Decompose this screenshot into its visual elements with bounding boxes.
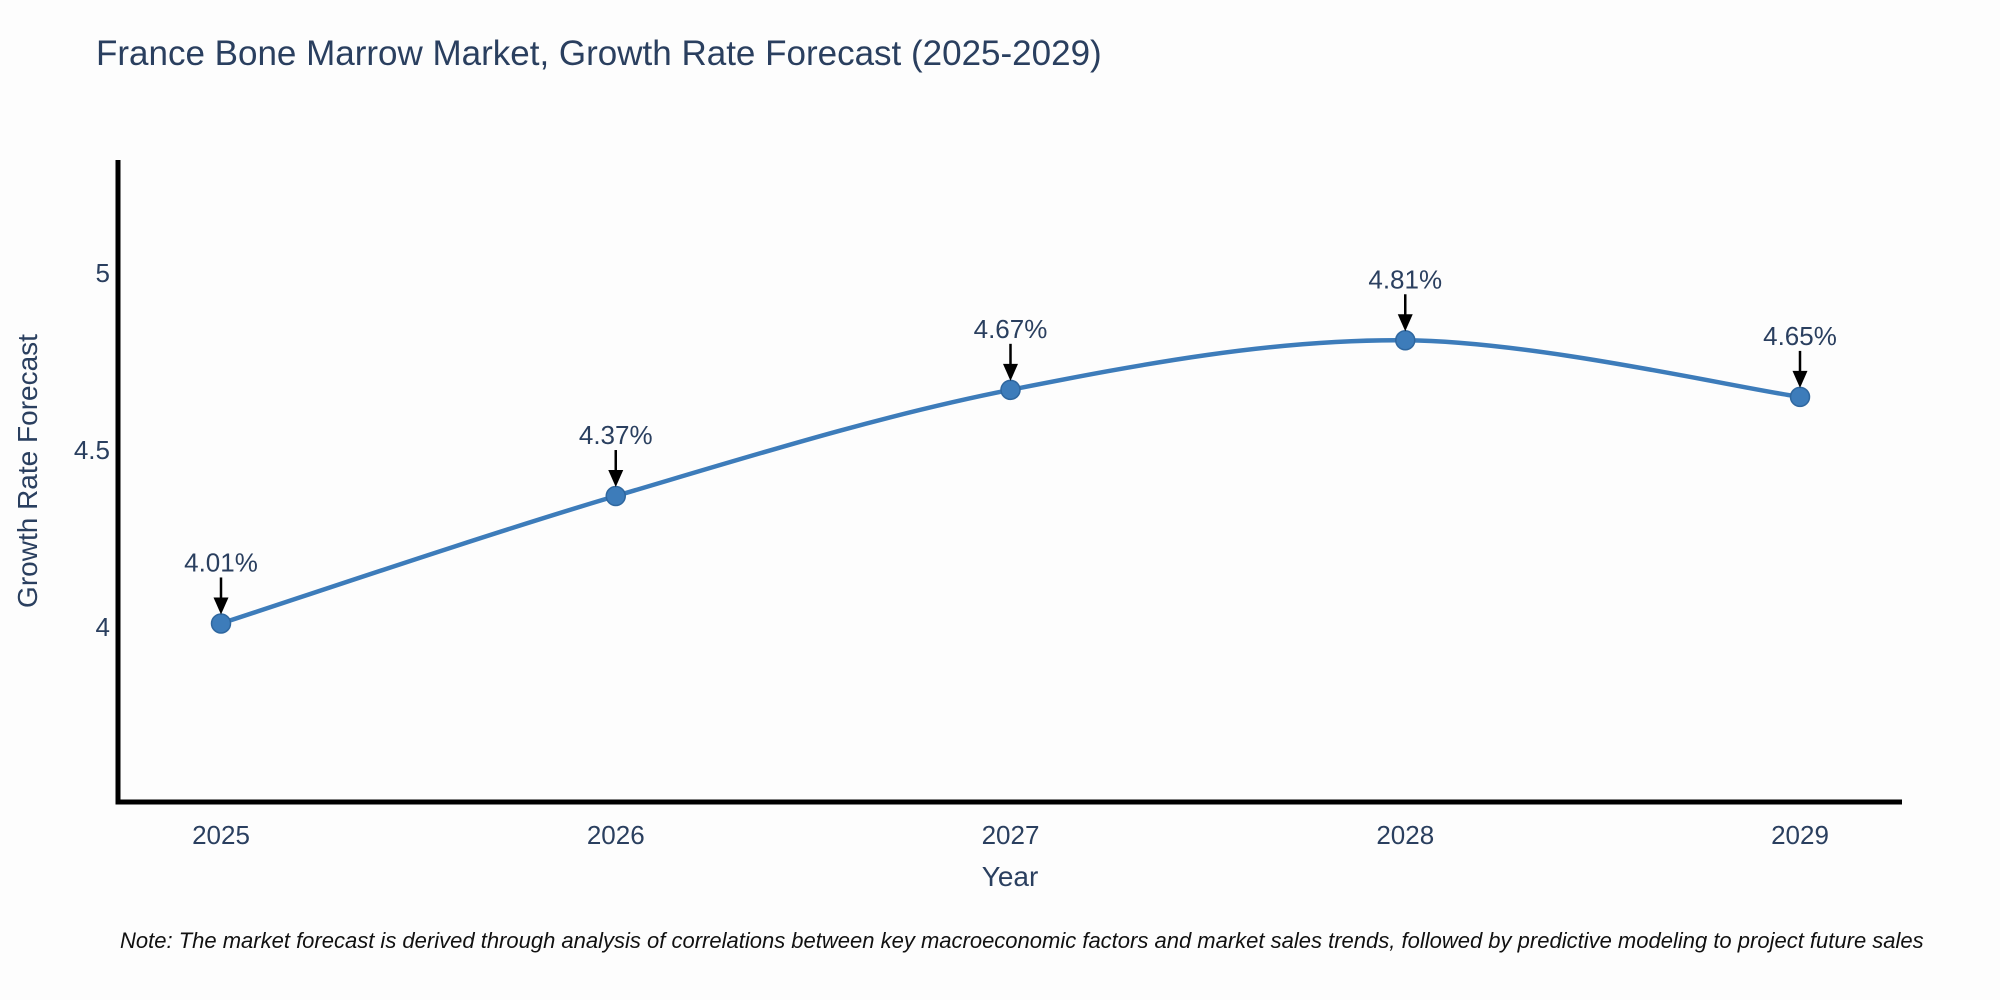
data-point-marker — [605, 485, 626, 507]
annotation-arrow-head — [213, 597, 229, 615]
x-tick-label: 2028 — [1376, 820, 1434, 850]
x-axis-title: Year — [981, 861, 1039, 892]
point-annotation-label: 4.37% — [579, 420, 653, 450]
annotation-arrow-head — [1003, 363, 1018, 381]
x-tick-label: 2025 — [192, 820, 250, 850]
x-tick-label: 2029 — [1771, 820, 1829, 850]
point-annotation-label: 4.67% — [974, 314, 1048, 344]
point-annotation-label: 4.01% — [184, 547, 258, 577]
footnote: Note: The market forecast is derived thr… — [120, 928, 1924, 953]
x-tick-label: 2027 — [982, 820, 1040, 850]
data-point-marker — [210, 613, 232, 634]
annotation-arrow-head — [608, 470, 624, 488]
annotation-arrow-head — [1397, 314, 1413, 332]
x-tick-label: 2026 — [587, 820, 645, 850]
data-point-marker — [1000, 379, 1021, 401]
data-point-marker — [1395, 330, 1416, 351]
point-annotation-label: 4.81% — [1368, 264, 1442, 294]
annotation-arrow-head — [1792, 370, 1808, 388]
chart-title: France Bone Marrow Market, Growth Rate F… — [96, 34, 1102, 73]
data-point-marker — [1789, 386, 1811, 408]
y-axis-title: Growth Rate Forecast — [12, 334, 43, 608]
y-tick-label: 5 — [96, 258, 110, 288]
y-tick-label: 4.5 — [74, 435, 110, 465]
y-tick-label: 4 — [96, 612, 110, 642]
point-annotation-label: 4.65% — [1763, 321, 1837, 351]
